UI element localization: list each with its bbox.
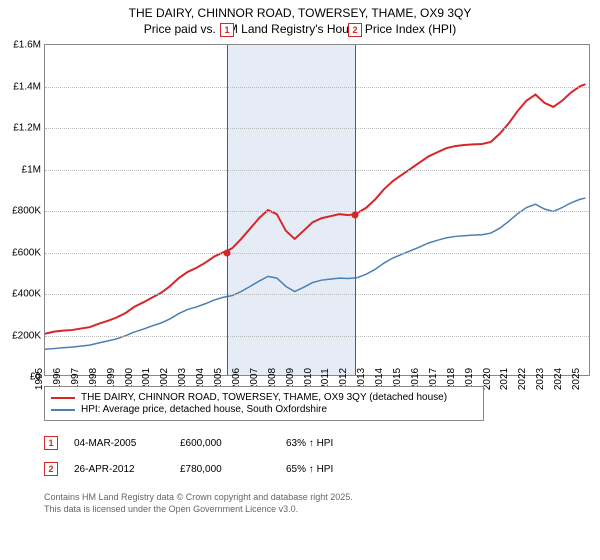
y-axis-label: £800K [12,206,41,217]
y-axis-label: £200K [12,330,41,341]
gridline [45,211,589,212]
sale-detail-row: 2 26-APR-2012 £780,000 65% ↑ HPI [44,462,376,476]
sale-date: 04-MAR-2005 [74,438,164,449]
gridline [45,294,589,295]
gridline [45,336,589,337]
footer-line1: Contains HM Land Registry data © Crown c… [44,492,353,504]
title-block: THE DAIRY, CHINNOR ROAD, TOWERSEY, THAME… [0,0,600,38]
y-axis-label: £1M [22,164,41,175]
x-axis-label: 2022 [517,368,528,390]
sale-hpi-rel: 65% ↑ HPI [286,464,376,475]
y-axis-label: £400K [12,289,41,300]
legend-swatch-price [51,397,75,399]
plot-area: £0£200K£400K£600K£800K£1M£1.2M£1.4M£1.6M… [44,44,590,376]
sale-number-box: 1 [44,436,58,450]
chart-lines [45,45,589,375]
sale-point [352,212,359,219]
legend-row-hpi: HPI: Average price, detached house, Sout… [51,404,477,415]
sale-detail-row: 1 04-MAR-2005 £600,000 63% ↑ HPI [44,436,376,450]
price-line [45,84,585,334]
sale-price: £600,000 [180,438,270,449]
chart-title-line1: THE DAIRY, CHINNOR ROAD, TOWERSEY, THAME… [0,6,600,20]
x-axis-label: 2025 [571,368,582,390]
y-axis-label: £600K [12,247,41,258]
sale-marker: 2 [348,23,362,37]
y-axis-label: £1.4M [13,81,41,92]
sale-number-box: 2 [44,462,58,476]
sale-vline [227,45,228,375]
footer-line2: This data is licensed under the Open Gov… [44,504,353,516]
sale-price: £780,000 [180,464,270,475]
legend-label-price: THE DAIRY, CHINNOR ROAD, TOWERSEY, THAME… [81,392,447,403]
gridline [45,170,589,171]
x-axis-label: 2024 [553,368,564,390]
y-axis-label: £1.2M [13,123,41,134]
legend: THE DAIRY, CHINNOR ROAD, TOWERSEY, THAME… [44,386,484,421]
legend-label-hpi: HPI: Average price, detached house, Sout… [81,404,327,415]
sale-point [224,249,231,256]
x-axis-label: 2023 [535,368,546,390]
footer: Contains HM Land Registry data © Crown c… [44,492,353,515]
sale-hpi-rel: 63% ↑ HPI [286,438,376,449]
sale-date: 26-APR-2012 [74,464,164,475]
chart-title-line2: Price paid vs. HM Land Registry's House … [0,22,600,36]
chart-container: THE DAIRY, CHINNOR ROAD, TOWERSEY, THAME… [0,0,600,560]
x-axis-label: 2021 [499,368,510,390]
gridline [45,87,589,88]
gridline [45,128,589,129]
gridline [45,253,589,254]
sale-vline [355,45,356,375]
y-axis-label: £1.6M [13,40,41,51]
legend-row-price: THE DAIRY, CHINNOR ROAD, TOWERSEY, THAME… [51,392,477,403]
legend-swatch-hpi [51,409,75,411]
sale-marker: 1 [220,23,234,37]
